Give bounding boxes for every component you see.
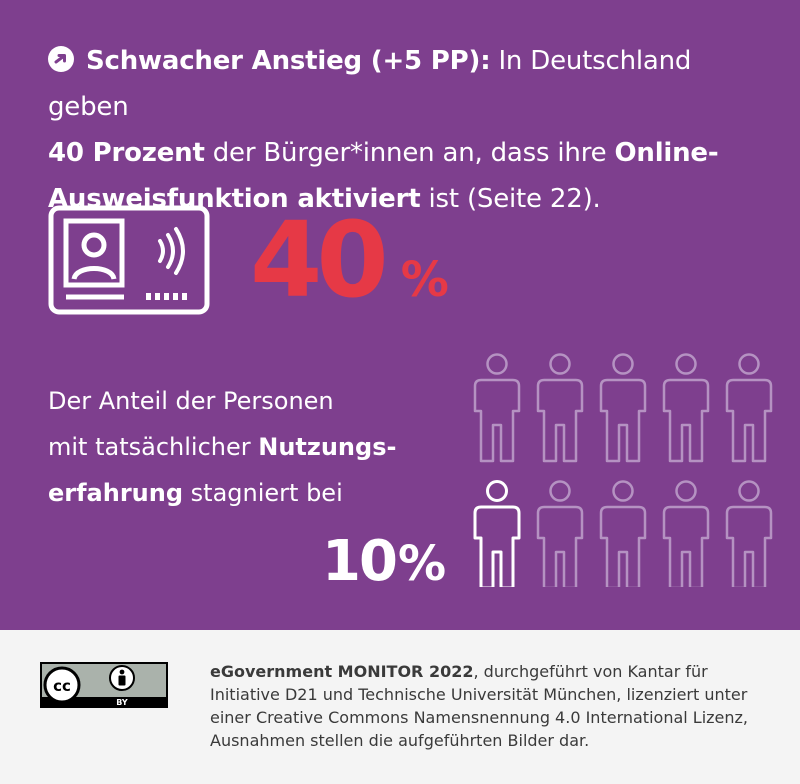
by-license-mark: BY xyxy=(116,698,128,707)
cc-by-license-logo: cc BY xyxy=(40,662,168,712)
person-icon xyxy=(662,353,710,463)
people-pictogram xyxy=(473,353,773,587)
footer-credits: eGovernment MONITOR 2022, durchgeführt v… xyxy=(210,660,770,752)
cc-license-mark: cc xyxy=(53,677,71,695)
person-icon xyxy=(536,480,584,587)
usage-line-2-plain: mit tatsächlicher xyxy=(48,433,259,461)
infographic-panel: Schwacher Anstieg (+5 PP): In Deutschlan… xyxy=(0,0,800,630)
usage-description: Der Anteil der Personen mit tatsächliche… xyxy=(48,378,448,516)
headline-text-3: ist (Seite 22). xyxy=(420,184,601,214)
headline-text-2: der Bürger*innen an, dass ihre xyxy=(204,138,615,168)
headline-text-1: In Deutschland geben xyxy=(48,46,692,122)
headline: Schwacher Anstieg (+5 PP): In Deutschlan… xyxy=(48,38,758,222)
footer-source-bold: eGovernment MONITOR 2022 xyxy=(210,662,474,681)
usage-line-3-plain: stagniert bei xyxy=(183,479,343,507)
person-icon xyxy=(725,480,773,587)
person-icon-highlighted xyxy=(473,480,521,587)
stat-main-value: 40 xyxy=(250,199,389,321)
usage-line-2-bold: Nutzungs- xyxy=(258,433,397,461)
person-icon xyxy=(599,480,647,587)
headline-bold-2: 40 Prozent xyxy=(48,138,205,168)
person-icon xyxy=(473,353,521,463)
id-card-icon xyxy=(48,205,210,319)
headline-bold-lead: Schwacher Anstieg (+5 PP): xyxy=(86,46,491,76)
footer-source-text: , durchgeführt von Kantar für Initiative… xyxy=(210,662,749,750)
stat-main-unit: % xyxy=(400,252,449,308)
arrow-right-circle-icon xyxy=(48,46,74,72)
usage-line-1: Der Anteil der Personen xyxy=(48,387,334,415)
stat-main: 40% xyxy=(250,205,449,315)
stat-sub: 10% xyxy=(322,530,446,594)
person-icon xyxy=(599,353,647,463)
person-icon xyxy=(662,480,710,587)
stat-sub-unit: % xyxy=(397,536,447,592)
person-icon xyxy=(725,353,773,463)
stat-sub-value: 10 xyxy=(322,529,398,594)
usage-line-3-bold: erfahrung xyxy=(48,479,184,507)
person-icon xyxy=(536,353,584,463)
